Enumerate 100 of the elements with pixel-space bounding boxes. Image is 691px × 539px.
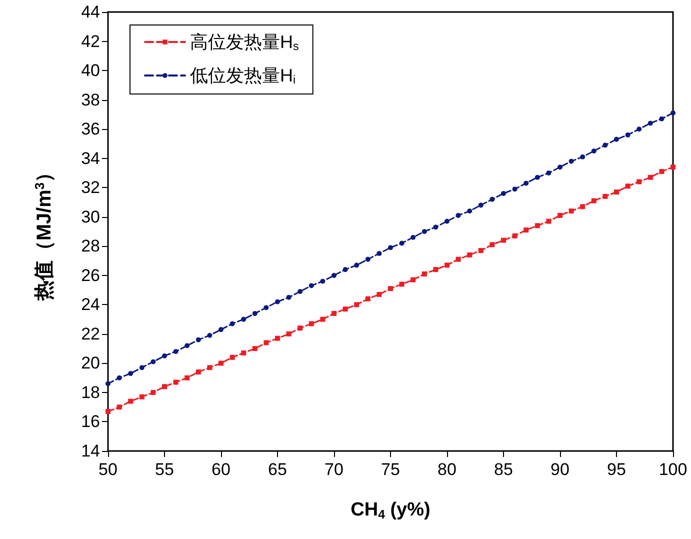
point xyxy=(241,350,246,356)
point xyxy=(501,190,506,196)
y-axis-title: 热值（MJ/m3） xyxy=(32,162,56,302)
y-tick-label: 16 xyxy=(81,412,100,432)
point xyxy=(568,208,574,214)
point xyxy=(298,326,303,331)
x-tick-label: 80 xyxy=(438,460,456,479)
point xyxy=(478,248,484,254)
point xyxy=(580,154,586,160)
x-tick-label: 55 xyxy=(155,460,174,479)
point xyxy=(388,286,393,292)
point xyxy=(591,148,596,154)
point xyxy=(365,256,370,262)
point xyxy=(173,380,178,385)
point xyxy=(184,375,190,380)
point xyxy=(150,390,156,395)
point xyxy=(636,179,642,184)
point xyxy=(659,169,664,174)
x-tick-label: 95 xyxy=(607,460,626,479)
point xyxy=(139,365,144,370)
point xyxy=(264,340,269,346)
point xyxy=(196,369,201,374)
point xyxy=(546,218,552,224)
point xyxy=(275,336,280,341)
point xyxy=(365,296,370,302)
y-tick-label: 22 xyxy=(81,324,100,344)
y-tick-label: 40 xyxy=(81,61,100,80)
point xyxy=(490,242,495,248)
point xyxy=(568,158,574,164)
point xyxy=(106,408,110,414)
point xyxy=(558,164,562,170)
point xyxy=(501,238,506,243)
point xyxy=(490,196,495,202)
point xyxy=(602,142,608,148)
x-tick-label: 70 xyxy=(324,460,344,479)
y-tick-label: 20 xyxy=(81,354,100,373)
point xyxy=(614,136,619,142)
x-tick-label: 85 xyxy=(494,460,513,479)
point xyxy=(614,189,619,194)
point xyxy=(308,321,314,326)
y-tick-label: 44 xyxy=(81,2,100,22)
point xyxy=(342,306,348,312)
point xyxy=(128,398,134,404)
point xyxy=(275,299,280,304)
point xyxy=(399,282,404,287)
point xyxy=(252,310,258,316)
point xyxy=(252,346,258,352)
x-tick-label: 65 xyxy=(268,460,287,479)
point xyxy=(534,223,540,228)
point xyxy=(298,289,303,294)
point xyxy=(580,204,586,210)
point xyxy=(534,174,540,180)
point xyxy=(524,180,529,186)
x-tick-label: 50 xyxy=(98,460,118,479)
point xyxy=(546,170,552,176)
point xyxy=(230,354,235,360)
point xyxy=(388,245,393,250)
point xyxy=(433,224,438,230)
point xyxy=(116,404,122,410)
y-tick-label: 26 xyxy=(81,266,100,285)
point xyxy=(342,267,348,272)
point xyxy=(410,234,416,240)
point xyxy=(241,316,246,322)
point xyxy=(207,365,212,370)
y-tick-label: 34 xyxy=(81,148,100,168)
x-tick-label: 90 xyxy=(550,460,570,479)
point xyxy=(308,283,314,288)
point xyxy=(354,262,360,268)
point xyxy=(410,277,416,282)
point xyxy=(116,375,122,380)
point xyxy=(512,233,518,238)
point xyxy=(218,327,224,332)
point xyxy=(670,164,676,170)
point xyxy=(332,272,336,278)
point xyxy=(422,229,427,234)
point xyxy=(444,262,450,268)
point xyxy=(625,132,630,138)
point xyxy=(625,184,630,189)
point xyxy=(150,359,156,364)
y-tick-label: 38 xyxy=(81,90,100,110)
point xyxy=(648,174,653,180)
x-tick-label: 100 xyxy=(658,460,688,479)
point xyxy=(433,267,438,272)
point xyxy=(376,250,382,256)
point xyxy=(524,228,529,233)
point xyxy=(467,208,472,214)
point xyxy=(648,120,653,126)
y-tick-label: 30 xyxy=(81,207,100,226)
x-tick-label: 60 xyxy=(212,460,230,479)
point xyxy=(162,353,167,358)
point xyxy=(399,240,404,246)
point xyxy=(106,381,110,386)
point xyxy=(478,202,484,208)
point xyxy=(354,302,360,308)
point xyxy=(456,256,461,262)
point xyxy=(184,343,190,348)
point xyxy=(376,292,382,297)
point xyxy=(670,110,676,116)
point xyxy=(636,126,642,132)
y-tick-label: 18 xyxy=(81,382,100,402)
